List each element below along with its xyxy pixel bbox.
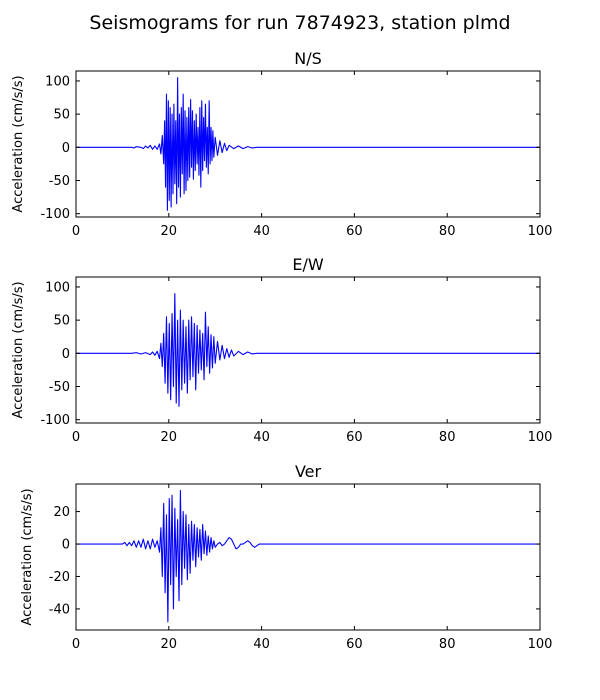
x-tick-label-ver-0: 0: [72, 637, 80, 652]
x-tick-label-ew-1: 20: [161, 430, 178, 445]
x-tick-label-ew-0: 0: [72, 430, 80, 445]
y-tick-label-ns-0: -100: [40, 207, 70, 222]
x-tick-label-ns-4: 80: [439, 224, 456, 239]
y-tick-label-ew-0: -100: [40, 413, 70, 428]
series-line-ver-0: [76, 489, 540, 623]
x-tick-label-ns-2: 40: [253, 224, 270, 239]
y-tick-label-ns-1: -50: [49, 174, 70, 189]
y-tick-label-ns-3: 50: [53, 108, 70, 123]
axes-frame-ver: [75, 483, 541, 631]
y-axis-label-ew: Acceleration (cm/s/s): [11, 281, 26, 418]
x-tick-label-ns-5: 100: [528, 224, 553, 239]
axes-frame-ew: [75, 276, 541, 424]
y-tick-label-ns-2: 0: [62, 141, 70, 156]
x-tick-label-ver-4: 80: [439, 637, 456, 652]
x-tick-label-ver-2: 40: [253, 637, 270, 652]
panel-title-ns: N/S: [294, 49, 322, 68]
y-tick-label-ew-1: -50: [49, 380, 70, 395]
panel-title-ew: E/W: [292, 255, 324, 274]
y-tick-label-ver-0: -40: [49, 602, 70, 617]
figure-suptitle: Seismograms for run 7874923, station plm…: [89, 12, 510, 34]
x-tick-label-ew-3: 60: [346, 430, 363, 445]
y-tick-label-ns-4: 100: [45, 74, 70, 89]
x-tick-label-ns-1: 20: [161, 224, 178, 239]
panels-group: N/S 0 20 40 60 80 100 -100 -50 0 50 100 Acceleration…: [11, 49, 552, 652]
x-tick-label-ns-3: 60: [346, 224, 363, 239]
x-tick-label-ew-5: 100: [528, 430, 553, 445]
y-tick-label-ew-4: 100: [45, 280, 70, 295]
panel-ns: N/S 0 20 40 60 80 100 -100 -50 0 50 100 Acceleration…: [11, 49, 552, 239]
x-tick-label-ver-5: 100: [528, 637, 553, 652]
y-axis-label-ver: Acceleration (cm/s/s): [20, 488, 35, 625]
x-tick-label-ew-2: 40: [253, 430, 270, 445]
series-line-ns-0: [76, 77, 540, 211]
y-tick-label-ver-3: 20: [53, 505, 70, 520]
x-tick-label-ew-4: 80: [439, 430, 456, 445]
panel-ver: Ver 0 20 40 60 80 100 -40 -20 0 20 Acceleration (cm…: [20, 462, 552, 652]
y-tick-label-ew-2: 0: [62, 347, 70, 362]
series-line-ew-0: [76, 293, 540, 407]
panel-title-ver: Ver: [295, 462, 322, 481]
axes-frame-ns: [75, 70, 541, 218]
y-tick-label-ver-2: 0: [62, 538, 70, 553]
x-tick-label-ver-1: 20: [161, 637, 178, 652]
y-axis-label-ns: Acceleration (cm/s/s): [11, 75, 26, 212]
x-tick-label-ver-3: 60: [346, 637, 363, 652]
x-tick-label-ns-0: 0: [72, 224, 80, 239]
y-tick-label-ver-1: -20: [49, 570, 70, 585]
panel-ew: E/W 0 20 40 60 80 100 -100 -50 0 50 100 Acceleration…: [11, 255, 552, 445]
y-tick-label-ew-3: 50: [53, 314, 70, 329]
